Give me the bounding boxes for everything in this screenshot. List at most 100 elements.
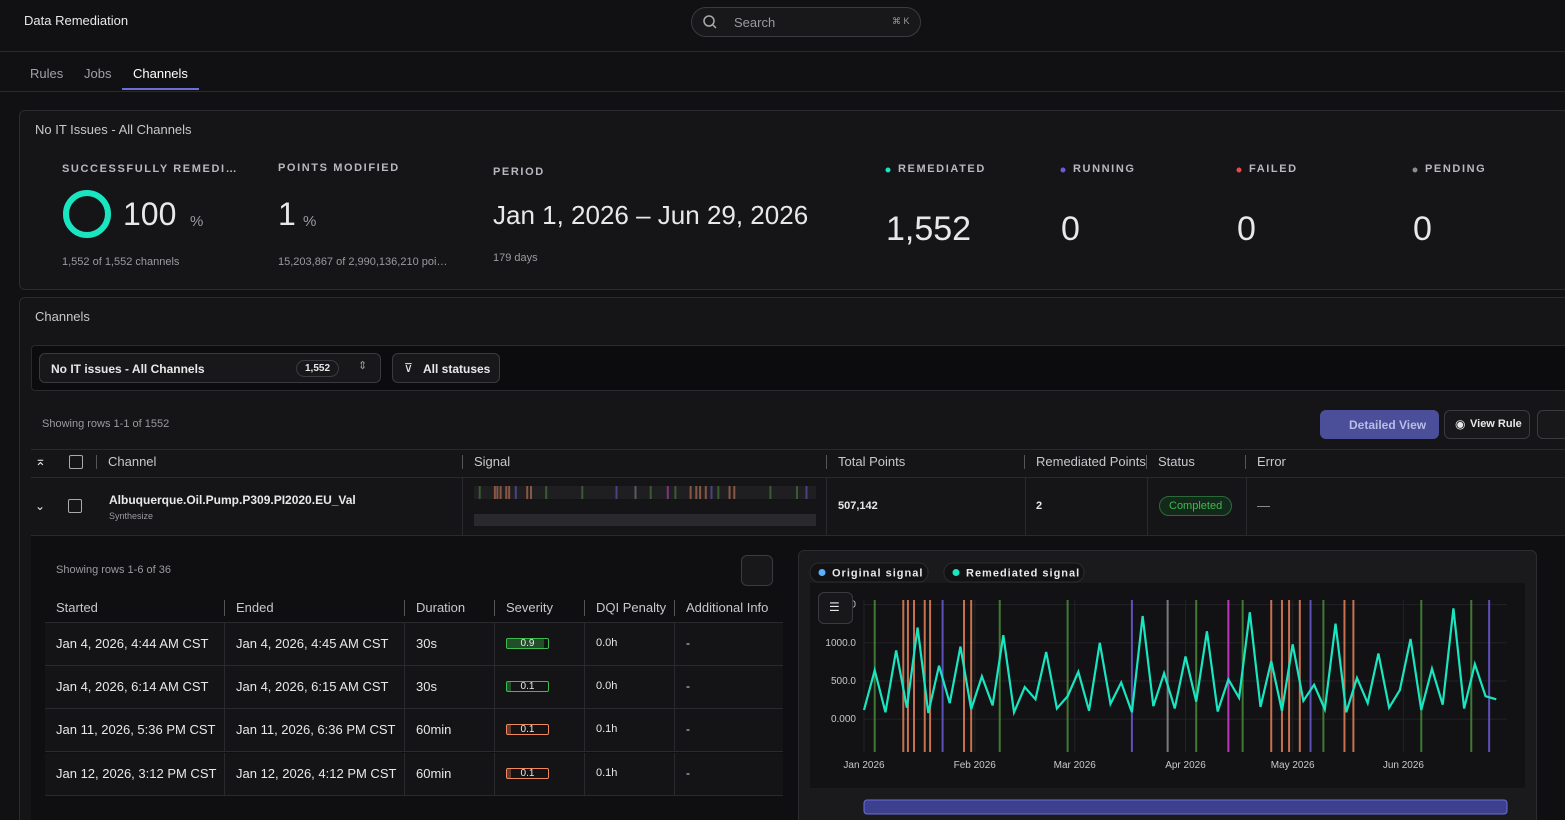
x-tick-label: Feb 2026 <box>954 760 997 771</box>
cell-divider <box>462 478 463 535</box>
cell-divider <box>404 623 405 666</box>
severity-box: 0.1 <box>506 768 549 779</box>
status-filter[interactable]: ⊽ All statuses <box>392 353 500 383</box>
column-divider <box>826 455 827 469</box>
tab[interactable]: Channels <box>133 66 188 81</box>
expand-row[interactable]: ⌄ <box>35 499 46 513</box>
status-dot <box>885 167 891 173</box>
ended: Jan 4, 2026, 4:45 AM CST <box>236 636 389 651</box>
stat-value: 1,552 <box>886 210 972 248</box>
y-tick-label: 500.0 <box>831 676 856 687</box>
stat-label: RUNNING <box>1073 163 1136 175</box>
cell-divider <box>584 753 585 796</box>
started: Jan 4, 2026, 4:44 AM CST <box>56 636 209 651</box>
range-brush <box>863 799 1508 815</box>
status-dot <box>1060 167 1066 173</box>
chart-settings-button[interactable]: ☰ <box>818 592 853 624</box>
duration: 30s <box>416 679 437 694</box>
error: — <box>1257 498 1270 513</box>
dataset-count: 1,552 <box>296 360 340 377</box>
stat-unit: % <box>303 213 317 230</box>
cell-divider <box>404 753 405 796</box>
row-bg <box>45 753 783 796</box>
severity-bar <box>507 769 512 778</box>
cell-divider <box>404 709 405 752</box>
status-dot <box>1412 167 1418 173</box>
severity-bar <box>507 725 512 734</box>
cell-divider <box>404 666 405 709</box>
columns-button[interactable] <box>741 555 773 586</box>
cell-divider <box>494 666 495 709</box>
column-header: Severity <box>506 600 553 615</box>
cell-divider <box>494 623 495 666</box>
dataset-select[interactable]: No IT issues - All Channels 1,552 ⇕ <box>39 353 381 383</box>
columns-button[interactable] <box>1537 410 1565 439</box>
stat-value: 1 <box>278 196 296 232</box>
dqi-penalty: 0.1h <box>596 723 618 735</box>
filter-icon: ⊽ <box>404 361 413 375</box>
search-box[interactable]: Search ⌘ K <box>691 7 921 37</box>
severity-bar <box>507 682 512 691</box>
column-header: Error <box>1257 454 1286 469</box>
stat-sub: 179 days <box>493 252 538 264</box>
started: Jan 4, 2026, 6:14 AM CST <box>56 679 209 694</box>
column-header: Started <box>56 600 98 615</box>
legend-label: Original signal <box>832 568 923 580</box>
stat-label: PERIOD <box>493 166 545 178</box>
duration: 60min <box>416 722 452 737</box>
cell-divider <box>674 666 675 709</box>
cell-divider <box>1025 478 1026 535</box>
tab[interactable]: Jobs <box>84 66 112 81</box>
detailed-view-button[interactable]: Detailed View <box>1320 410 1439 439</box>
column-divider <box>674 600 675 616</box>
column-header: Ended <box>236 600 274 615</box>
column-header: Remediated Points <box>1036 454 1146 469</box>
column-divider <box>224 600 225 616</box>
dqi-penalty: 0.0h <box>596 637 618 649</box>
column-divider <box>96 455 97 469</box>
column-header: Total Points <box>838 454 906 469</box>
stat-value: 0 <box>1237 210 1256 248</box>
cell-divider <box>826 478 827 535</box>
button-label: View Rule <box>1470 418 1522 430</box>
dqi-penalty: 0.1h <box>596 767 618 779</box>
row-count: Showing rows 1-6 of 36 <box>56 564 171 576</box>
stat-unit: % <box>190 213 204 230</box>
summary-title: No IT Issues - All Channels <box>35 122 192 137</box>
ended: Jan 4, 2026, 6:15 AM CST <box>236 679 389 694</box>
search-placeholder: Search <box>734 15 776 30</box>
tab[interactable]: Rules <box>30 66 64 81</box>
cell-divider <box>224 666 225 709</box>
search-shortcut: ⌘ K <box>892 16 910 26</box>
settings-icon: ☰ <box>829 600 840 614</box>
stat-value: 0 <box>1061 210 1080 248</box>
cell-divider <box>224 709 225 752</box>
column-divider <box>1024 455 1025 469</box>
stat-label: POINTS MODIFIED <box>278 162 400 174</box>
view-rule-button[interactable]: ◉ View Rule <box>1444 410 1530 439</box>
row-bg <box>45 623 783 666</box>
cell-divider <box>584 709 585 752</box>
stat-label: SUCCESSFULLY REMEDI… <box>62 163 239 175</box>
stat-value: 100 <box>123 196 177 232</box>
duration: 30s <box>416 636 437 651</box>
cell-divider <box>224 753 225 796</box>
column-header: DQI Penalty <box>596 600 667 615</box>
divider <box>0 91 1565 92</box>
remediated-signal <box>862 608 1497 717</box>
severity-box: 0.1 <box>506 681 549 692</box>
cell-divider <box>1246 478 1247 535</box>
collapse-all[interactable]: ⌅ <box>35 453 46 468</box>
checkbox[interactable] <box>68 499 82 513</box>
info: - <box>686 636 690 650</box>
x-tick-label: Jan 2026 <box>843 760 885 771</box>
search-icon <box>703 15 717 29</box>
severity-bar <box>507 639 544 648</box>
x-tick-label: Apr 2026 <box>1165 760 1206 771</box>
checkbox[interactable] <box>69 455 83 469</box>
signal-track <box>474 514 816 526</box>
started: Jan 12, 2026, 3:12 PM CST <box>56 766 217 781</box>
cell-divider <box>584 623 585 666</box>
channel-source: Synthesize <box>109 511 154 521</box>
